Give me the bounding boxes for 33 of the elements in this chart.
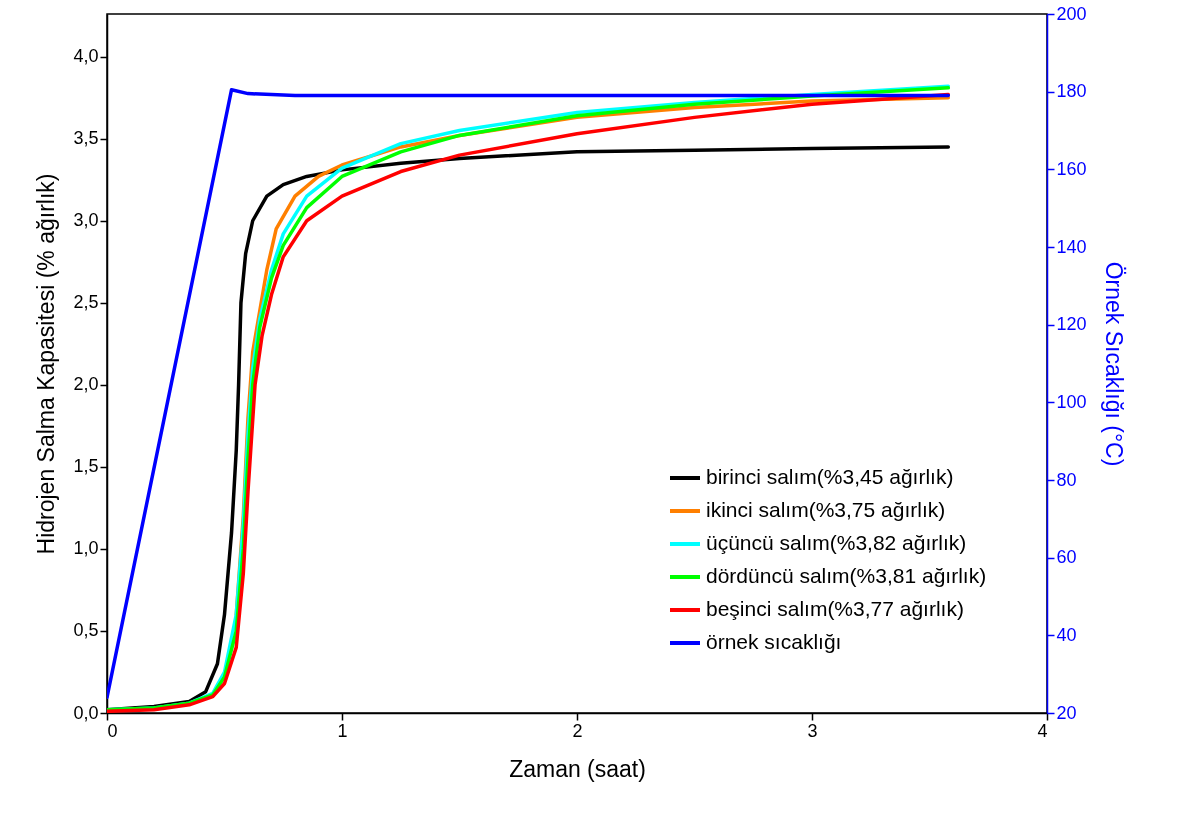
y2-tick-label: 200 <box>1056 3 1087 24</box>
y-tick-label: 3,0 <box>73 210 99 231</box>
x-tick-label: 1 <box>337 720 348 741</box>
y2-tick-label: 60 <box>1056 547 1077 568</box>
y-axis-title: Hidrojen Salma Kapasitesi (% ağırlık) <box>33 173 60 555</box>
y-tick-label: 1,0 <box>73 538 99 559</box>
x-tick-label: 2 <box>572 720 583 741</box>
y-tick-label: 2,5 <box>73 292 99 313</box>
y-tick-label: 1,5 <box>73 456 99 477</box>
y-tick-label: 0,0 <box>73 702 99 723</box>
y-tick-label: 3,5 <box>73 128 99 149</box>
y-tick-label: 4,0 <box>73 46 99 67</box>
x-tick-label: 4 <box>1037 720 1048 741</box>
y2-tick-label: 20 <box>1056 702 1077 723</box>
y2-tick-label: 100 <box>1056 391 1087 412</box>
y2-tick-label: 40 <box>1056 624 1077 645</box>
y2-tick-label: 160 <box>1056 158 1087 179</box>
y-tick-label: 0,5 <box>73 620 99 641</box>
legend-label: beşinci salım(%3,77 ağırlık) <box>706 597 964 620</box>
legend-label: üçüncü salım(%3,82 ağırlık) <box>706 531 967 554</box>
y2-tick-label: 140 <box>1056 236 1087 257</box>
x-tick-label: 0 <box>107 720 118 741</box>
legend-label: ikinci salım(%3,75 ağırlık) <box>706 498 946 521</box>
legend-label: birinci salım(%3,45 ağırlık) <box>706 465 954 488</box>
legend-label: örnek sıcaklığı <box>706 630 842 653</box>
y-tick-label: 2,0 <box>73 374 99 395</box>
y2-tick-label: 80 <box>1056 469 1077 490</box>
legend-label: dördüncü salım(%3,81 ağırlık) <box>706 564 987 587</box>
y2-tick-label: 180 <box>1056 81 1087 102</box>
y2-axis-title: Örnek Sıcaklığı (°C) <box>1100 261 1127 467</box>
x-tick-label: 3 <box>807 720 818 741</box>
y2-tick-label: 120 <box>1056 314 1087 335</box>
x-axis-title: Zaman (saat) <box>509 755 646 782</box>
